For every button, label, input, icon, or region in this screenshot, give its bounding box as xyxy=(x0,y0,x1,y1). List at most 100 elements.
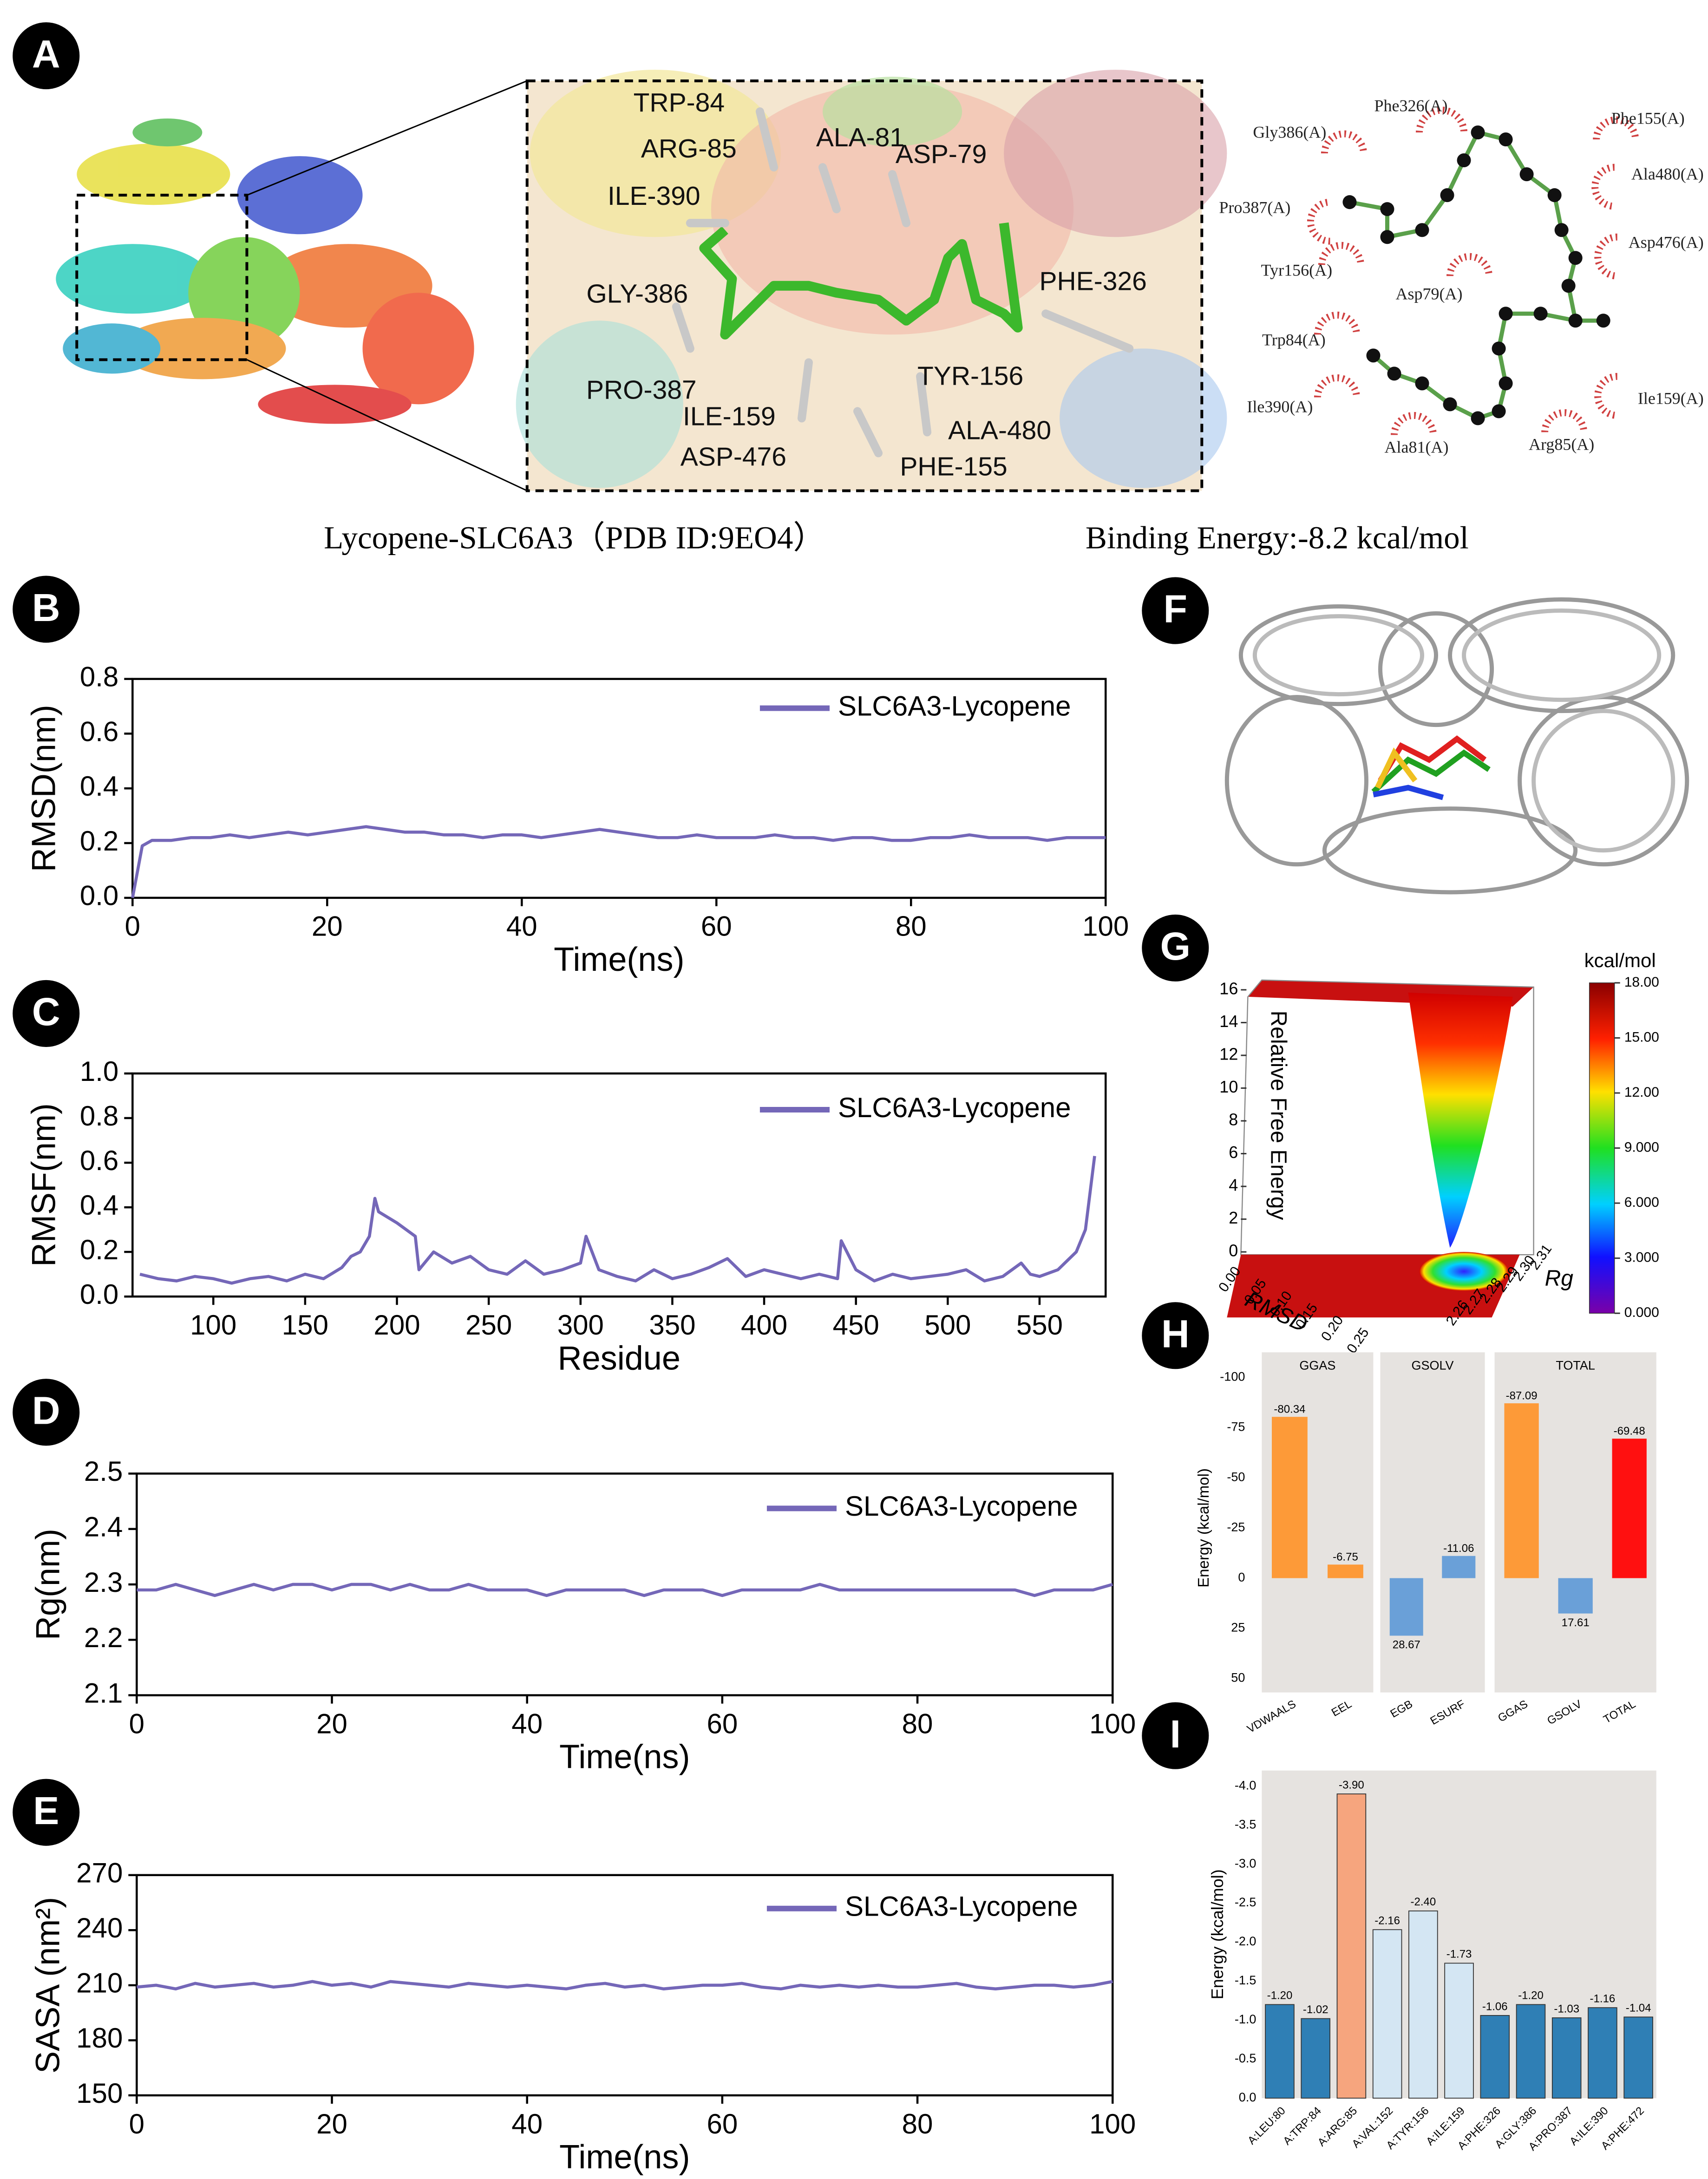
y-tick-label: -1.5 xyxy=(1235,1973,1256,1987)
x-tick-label: VDWAALS xyxy=(1245,1698,1298,1736)
y-tick-label: 0.2 xyxy=(80,1234,118,1265)
y-tick-label: -2.0 xyxy=(1235,1934,1256,1948)
bar-value-label: -1.06 xyxy=(1482,2000,1508,2013)
y-tick-label: 1.0 xyxy=(80,1056,118,1087)
residue-label: ILE-390 xyxy=(608,181,700,211)
bar-value-label: -1.20 xyxy=(1518,1989,1544,2002)
bar-value-label: -1.20 xyxy=(1267,1989,1293,2002)
y-tick-label: -50 xyxy=(1227,1470,1245,1484)
y-tick-label: -2.5 xyxy=(1235,1895,1256,1909)
x-tick-label: 100 xyxy=(190,1309,236,1341)
x-tick-label: 0 xyxy=(129,1708,144,1739)
residue-label: PRO-387 xyxy=(586,375,697,405)
ligplot-label: Tyr156(A) xyxy=(1261,261,1332,280)
y-tick-label: 2.1 xyxy=(84,1677,123,1708)
residue-label: ASP-476 xyxy=(681,442,786,471)
x-tick-label: 0 xyxy=(125,911,140,942)
x-tick-label: 500 xyxy=(924,1309,971,1341)
ligplot xyxy=(1307,106,1639,435)
binding-energy: Binding Energy:-8.2 kcal/mol xyxy=(1086,519,1469,555)
z-tick-label: 14 xyxy=(1219,1012,1238,1031)
facet-background xyxy=(1380,1352,1485,1693)
bar-value-label: -69.48 xyxy=(1614,1425,1645,1438)
panel-label: B xyxy=(32,586,60,629)
ligplot-label: Ala81(A) xyxy=(1385,438,1449,457)
x-tick-label: 60 xyxy=(701,911,732,942)
x-tick-label: 200 xyxy=(373,1309,420,1341)
y-tick-label: 0.6 xyxy=(80,716,118,747)
x-tick-label: GGAS xyxy=(1496,1698,1530,1725)
ligplot-label: Ile159(A) xyxy=(1638,389,1704,408)
y-tick-label: 2.2 xyxy=(84,1622,123,1653)
x-tick-label: 80 xyxy=(902,1708,933,1739)
bar xyxy=(1558,1578,1593,1614)
y-axis-title: Energy (kcal/mol) xyxy=(1208,1869,1227,1999)
x-tick-label: 60 xyxy=(707,2108,738,2140)
x-tick-label: 80 xyxy=(902,2108,933,2140)
facet-title: TOTAL xyxy=(1556,1358,1595,1372)
z-tick-label: 0 xyxy=(1229,1241,1238,1260)
legend-label: SLC6A3-Lycopene xyxy=(845,1891,1078,1922)
bar-value-label: -3.90 xyxy=(1339,1779,1364,1791)
protein-cartoon xyxy=(56,118,474,424)
x-axis-title: Time(ns) xyxy=(559,2139,690,2176)
bar-value-label: -11.06 xyxy=(1443,1542,1474,1555)
y-tick-label: 0.4 xyxy=(80,1190,118,1221)
y-tick-label: 0.6 xyxy=(80,1145,118,1176)
ligplot-label: Ala480(A) xyxy=(1631,164,1704,183)
bar xyxy=(1389,1578,1423,1636)
x-tick-label: 550 xyxy=(1016,1309,1063,1341)
zoom-line xyxy=(246,359,528,491)
bar-value-label: -6.75 xyxy=(1333,1551,1358,1564)
x-tick-label: 40 xyxy=(506,911,537,942)
x-axis-title: Residue xyxy=(558,1340,681,1377)
zoom-box xyxy=(75,194,249,361)
ligplot-label: Phe326(A) xyxy=(1374,96,1448,115)
ligplot-label: Trp84(A) xyxy=(1262,331,1326,349)
z-tick-label: 4 xyxy=(1229,1176,1238,1195)
pocket-view xyxy=(516,70,1227,492)
colorbar-tick-label: 18.00 xyxy=(1624,975,1659,990)
panel-badge xyxy=(1142,1702,1209,1769)
bar xyxy=(1372,1929,1402,2099)
x-tick-label: 100 xyxy=(1082,911,1129,942)
x-tick-label: 400 xyxy=(741,1309,787,1341)
x-tick-label: 20 xyxy=(316,1708,347,1739)
x-tick-label: EGB xyxy=(1388,1698,1415,1721)
y-tick-label: 2.3 xyxy=(84,1567,123,1598)
bar-value-label: 17.61 xyxy=(1562,1616,1590,1629)
x-tick-label: 300 xyxy=(557,1309,604,1341)
bar-value-label: -87.09 xyxy=(1506,1389,1538,1402)
bar xyxy=(1612,1439,1647,1578)
y-tick-label: 50 xyxy=(1231,1671,1245,1685)
panel-badge xyxy=(1142,577,1209,644)
bar xyxy=(1504,1403,1539,1578)
residue-label: PHE-155 xyxy=(900,452,1007,481)
bar xyxy=(1516,2004,1546,2099)
md-snapshots xyxy=(1224,597,1689,895)
x-tick-label: 350 xyxy=(649,1309,695,1341)
colorbar-tick-label: 0.000 xyxy=(1624,1305,1659,1320)
x-tick-label: 100 xyxy=(1089,1708,1136,1739)
panel-label: F xyxy=(1164,587,1187,631)
series-line xyxy=(137,1583,1113,1597)
panel-label: E xyxy=(33,1789,59,1832)
bar xyxy=(1328,1564,1363,1578)
residue-label: ALA-81 xyxy=(816,123,904,152)
bar xyxy=(1623,2016,1653,2099)
y-tick-label: 0.0 xyxy=(1239,2090,1256,2104)
x-axis-title: Time(ns) xyxy=(554,941,684,978)
bar xyxy=(1442,1556,1476,1578)
caption: Lycopene-SLC6A3（PDB ID:9EO4） xyxy=(324,519,825,555)
ligplot-label: Gly386(A) xyxy=(1253,123,1326,141)
y-tick-label: 0.2 xyxy=(80,825,118,857)
residue-label: PHE-326 xyxy=(1040,266,1147,296)
y-tick-label: 210 xyxy=(76,1968,123,1999)
bar xyxy=(1265,2004,1295,2099)
y-tick-label: -3.5 xyxy=(1235,1817,1256,1831)
bar-value-label: -1.02 xyxy=(1303,2003,1328,2016)
y-axis-title: Energy (kcal/mol) xyxy=(1195,1468,1212,1588)
y-tick-label: -4.0 xyxy=(1235,1778,1256,1792)
bar xyxy=(1271,1417,1308,1578)
